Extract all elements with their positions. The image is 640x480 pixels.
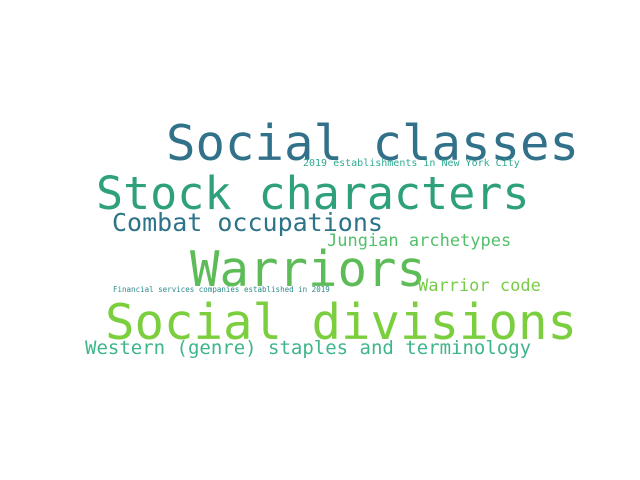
word-jungian-archetypes: Jungian archetypes [327, 231, 512, 251]
word-2019-establishments-nyc: 2019 establishments in New York City [303, 158, 520, 169]
word-combat-occupations: Combat occupations [112, 208, 383, 237]
word-warriors: Warriors [190, 241, 427, 298]
word-western-genre-staples: Western (genre) staples and terminology [85, 337, 532, 359]
word-stock-characters: Stock characters [96, 167, 530, 220]
word-social-divisions: Social divisions [105, 294, 578, 351]
word-social-classes: Social classes [166, 115, 580, 172]
word-financial-services-companies: Financial services companies established… [113, 285, 330, 294]
word-warrior-code: Warrior code [418, 276, 541, 296]
